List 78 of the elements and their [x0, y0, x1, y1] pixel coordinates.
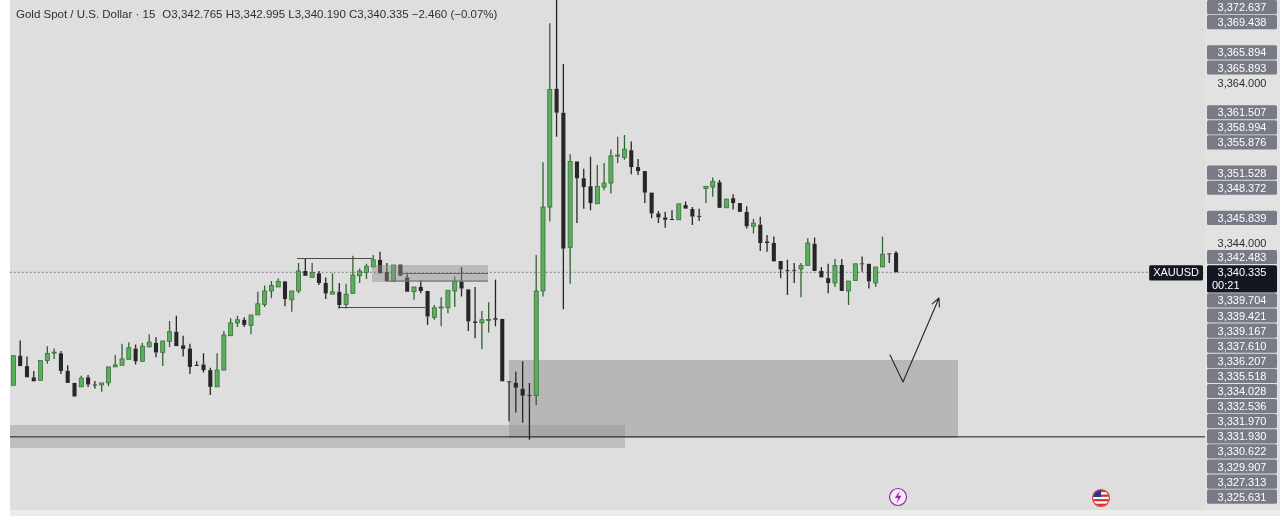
text: 3,358.994	[1217, 121, 1267, 134]
text: 3,365.894	[1217, 46, 1267, 59]
candlestick	[860, 255, 865, 273]
candlestick	[513, 371, 518, 414]
y-tick-label: 3,344.000	[1217, 237, 1267, 250]
candlestick	[765, 234, 770, 253]
candlestick	[588, 156, 593, 211]
y-tick-label: 3,364.000	[1217, 77, 1267, 90]
candlestick	[737, 203, 742, 212]
candlestick	[11, 355, 16, 386]
text: 3,355.876	[1217, 136, 1267, 149]
candlestick	[459, 266, 464, 298]
candlestick	[309, 262, 315, 278]
candlestick	[581, 168, 586, 210]
text: 3,372.637	[1217, 1, 1267, 14]
text: Gold Spot / U.S. Dollar · 15	[16, 8, 156, 20]
candlestick	[92, 380, 97, 390]
text: 3,369.438	[1217, 16, 1267, 29]
candlestick	[866, 263, 871, 290]
candlestick	[330, 272, 335, 295]
candlestick	[744, 205, 749, 230]
text: 3,332.536	[1217, 400, 1267, 413]
candlestick	[86, 374, 91, 388]
candlestick	[554, 0, 559, 138]
text: 3,351.528	[1217, 166, 1267, 179]
text: 3,365.893	[1217, 61, 1267, 74]
candlestick	[343, 283, 349, 310]
candlestick	[181, 335, 186, 358]
candlestick	[832, 258, 838, 288]
candlestick	[391, 264, 397, 282]
text: 3,335.518	[1217, 369, 1267, 382]
candlestick	[792, 262, 797, 284]
candlestick	[785, 259, 790, 296]
candlestick	[676, 203, 682, 221]
candlestick	[731, 193, 736, 211]
text: 3,361.507	[1217, 106, 1267, 119]
text: 3,339.167	[1217, 324, 1267, 337]
candlestick	[852, 263, 858, 281]
text: 3,339.704	[1217, 294, 1267, 307]
text: 3,339.421	[1217, 309, 1267, 322]
text: 00:21	[1212, 279, 1240, 292]
candlestick	[316, 270, 321, 286]
text: 3,331.970	[1217, 415, 1267, 428]
text: O3,342.765 H3,342.995 L3,340.190 C3,340.335 −2.460 (−0.07%)	[162, 8, 498, 20]
annotation: XAUUSD	[1153, 266, 1200, 279]
candlestick	[561, 63, 566, 311]
candlestick	[574, 161, 579, 224]
candlestick	[669, 209, 675, 221]
text: 3,329.907	[1217, 460, 1267, 473]
ref-line-label: 3,340.335	[1217, 266, 1267, 279]
candlestick	[398, 264, 403, 276]
text: 3,330.622	[1217, 445, 1267, 458]
candlestick	[500, 318, 505, 382]
candlestick	[72, 382, 77, 397]
candlestick	[58, 350, 63, 375]
candlestick	[826, 263, 831, 295]
text: 3,327.313	[1217, 475, 1267, 488]
candlestick	[636, 158, 641, 176]
candlestick	[282, 281, 288, 307]
text: 3,337.610	[1217, 339, 1267, 352]
candlestick	[411, 286, 417, 301]
text: 3,334.028	[1217, 385, 1267, 398]
candlestick	[153, 336, 159, 358]
candlestick	[520, 360, 525, 424]
candlestick	[723, 198, 729, 209]
candlestick	[187, 343, 192, 375]
text: 3,325.631	[1217, 490, 1267, 503]
candlestick	[894, 250, 899, 273]
text: 3,342.483	[1217, 251, 1267, 264]
text: 3,336.207	[1217, 354, 1267, 367]
text: 3,331.930	[1217, 430, 1267, 443]
candlestick	[567, 153, 573, 285]
text: 3,348.372	[1217, 181, 1267, 194]
candlestick	[493, 279, 498, 327]
candlestick	[24, 355, 30, 378]
candlestick	[473, 286, 478, 339]
candlestick	[378, 251, 383, 274]
text: 3,345.839	[1217, 211, 1267, 224]
